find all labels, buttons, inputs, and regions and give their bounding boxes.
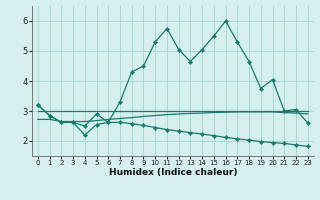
X-axis label: Humidex (Indice chaleur): Humidex (Indice chaleur) bbox=[108, 168, 237, 177]
